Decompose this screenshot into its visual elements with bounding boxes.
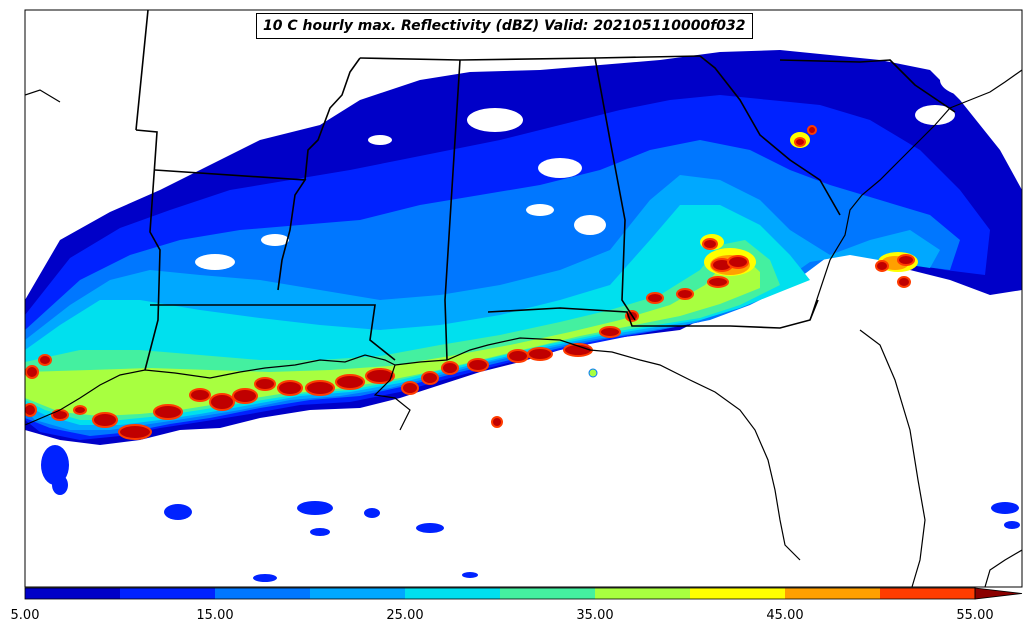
colorbar-extend-arrow [974,587,1023,600]
colorbar-segment [880,588,975,599]
coastline [25,69,1022,587]
reflectivity-cores [25,125,918,440]
colorbar-segment [25,588,120,599]
colorbar-segment [785,588,880,599]
colorbar-segment [310,588,405,599]
map-title: 10 C hourly max. Reflectivity (dBZ) Vali… [256,13,753,39]
colorbar-outline [24,587,976,600]
reflectivity-35-region [25,258,760,416]
colorbar-tick-label: 15.00 [196,608,234,623]
colorbar-tick-label: 5.00 [10,608,40,623]
precip-gaps [195,62,1020,270]
state-borders [135,10,956,371]
colorbar-tick-label: 35.00 [576,608,614,623]
reflectivity-field [25,50,1022,582]
scattered-echoes [41,445,1020,582]
colorbar-tick-label: 45.00 [766,608,804,623]
colorbar-tick-label: 25.00 [386,608,424,623]
colorbar-segment [405,588,500,599]
colorbar-segment [215,588,310,599]
colorbar-segment [595,588,690,599]
map-frame [24,9,1023,588]
colorbar [24,587,1023,600]
colorbar-segment [120,588,215,599]
colorbar-segment [690,588,785,599]
colorbar-segment [500,588,595,599]
colorbar-tick-label: 55.00 [956,608,994,623]
